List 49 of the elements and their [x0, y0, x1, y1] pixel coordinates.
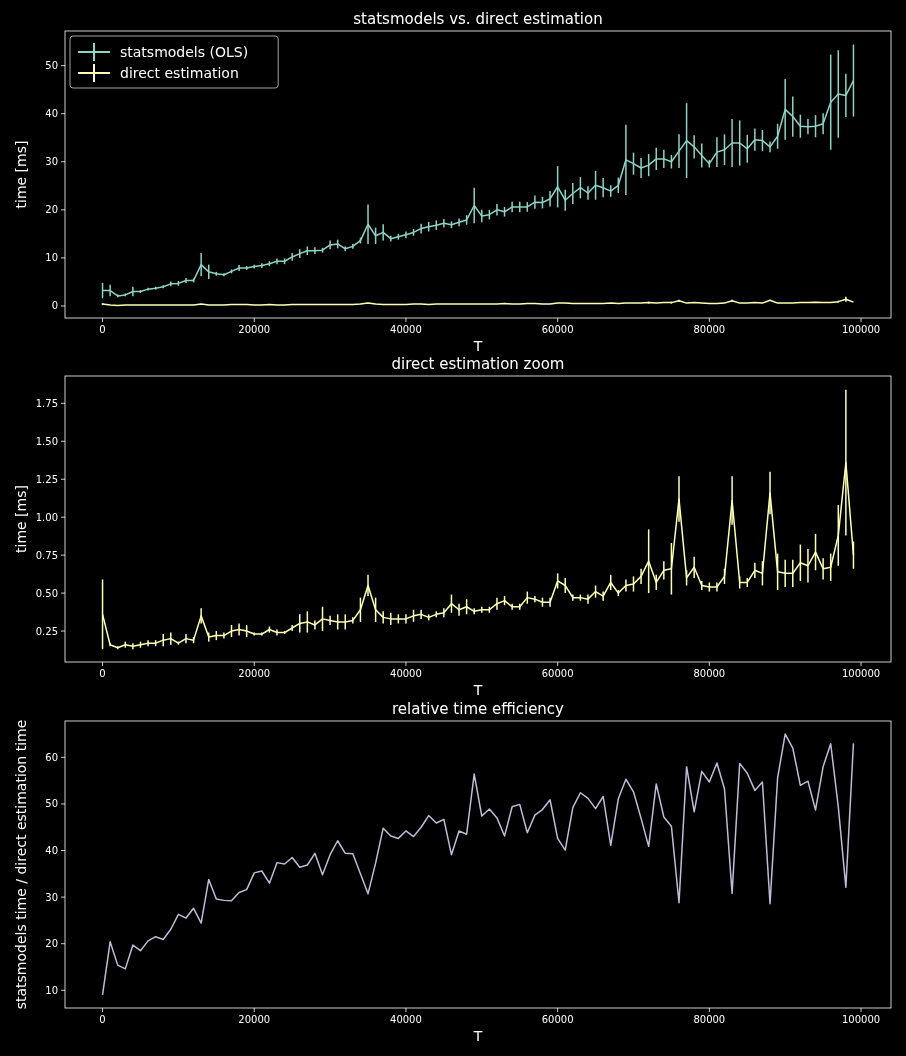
legend-label: statsmodels (OLS)	[120, 44, 249, 60]
x-axis-title: T	[472, 1028, 483, 1044]
y-tick-label: 40	[45, 108, 58, 120]
y-tick-label: 50	[45, 798, 58, 810]
y-tick-label: 20	[45, 938, 58, 950]
chart-title: statsmodels vs. direct estimation	[353, 10, 603, 28]
x-tick-label: 40000	[390, 668, 422, 679]
y-tick-label: 1.75	[35, 397, 58, 409]
y-tick-label: 1.25	[35, 473, 58, 485]
x-tick-label: 80000	[693, 1014, 726, 1025]
x-tick-label: 80000	[693, 324, 726, 335]
y-axis-title: statsmodels time / direct estimation time	[13, 719, 29, 1010]
y-tick-label: 40	[45, 845, 58, 857]
x-tick-label: 60000	[541, 1014, 574, 1025]
x-tick-label: 20000	[238, 1014, 271, 1025]
x-tick-label: 80000	[693, 668, 726, 679]
legend-label: direct estimation	[120, 65, 239, 81]
y-tick-label: 10	[45, 984, 58, 996]
x-tick-label: 40000	[390, 324, 422, 335]
x-tick-label: 100000	[841, 1014, 881, 1025]
y-axis-title: time [ms]	[13, 485, 29, 553]
x-tick-label: 0	[99, 324, 106, 335]
line-series	[101, 733, 855, 996]
y-tick-label: 0.50	[35, 587, 58, 599]
y-tick-label: 20	[45, 204, 58, 216]
y-tick-label: 0.75	[35, 549, 58, 561]
chart-title: relative time efficiency	[391, 700, 565, 718]
x-tick-label: 100000	[841, 668, 881, 679]
y-tick-label: 1.00	[35, 511, 58, 523]
x-tick-label: 60000	[541, 324, 574, 335]
x-tick-label: 60000	[541, 668, 574, 679]
x-tick-label: 100000	[841, 324, 881, 335]
x-tick-label: 40000	[390, 1014, 422, 1025]
chart-title: direct estimation zoom	[391, 355, 565, 373]
y-tick-label: 30	[45, 156, 58, 168]
y-tick-label: 30	[45, 891, 58, 903]
x-tick-label: 20000	[238, 668, 271, 679]
x-axis-title: T	[472, 338, 483, 354]
x-axis-title: T	[472, 682, 483, 698]
y-tick-label: 0	[51, 300, 58, 312]
y-tick-label: 1.50	[35, 435, 58, 447]
y-tick-label: 0.25	[35, 625, 58, 637]
y-tick-label: 60	[45, 751, 58, 763]
x-tick-label: 20000	[238, 324, 271, 335]
y-tick-label: 50	[45, 60, 58, 72]
x-tick-label: 0	[99, 668, 106, 679]
x-tick-label: 0	[99, 1014, 106, 1025]
y-tick-label: 10	[45, 252, 58, 264]
y-axis-title: time [ms]	[13, 140, 29, 209]
